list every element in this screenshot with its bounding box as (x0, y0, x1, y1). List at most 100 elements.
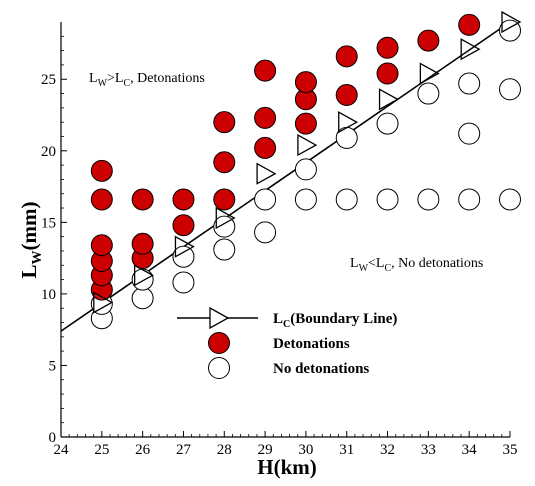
legend-detonations-label: Detonations (273, 336, 350, 352)
detonation-point (213, 111, 236, 134)
boundary-marker (338, 111, 359, 134)
legend: LC(Boundary Line) Detonations No detonat… (177, 306, 397, 379)
annotation-lower-sub: W (359, 263, 369, 274)
annotation-upper-main: L (89, 71, 98, 86)
no-detonation-point (294, 188, 317, 211)
x-tick-label: 25 (94, 442, 109, 458)
no-detonation-point (499, 78, 521, 101)
annotation-upper-sub2: C (123, 78, 130, 89)
legend-item-boundary-line: LC(Boundary Line) (177, 306, 397, 330)
no-detonation-point (417, 188, 440, 211)
x-tick-label: 30 (298, 442, 313, 458)
boundary-marker (215, 206, 236, 230)
boundary-line (60, 21, 511, 332)
y-axis-title: LW(mm) (17, 202, 45, 279)
legend-filled-circle-marker (208, 332, 230, 354)
boundary-marker (297, 133, 318, 157)
detonation-point (254, 106, 277, 129)
no-detonation-point (294, 158, 317, 181)
y-tick-label: 0 (49, 430, 57, 446)
annotation-lower-tail: , No detonations (391, 256, 483, 271)
detonation-point (376, 62, 399, 85)
boundary-marker (460, 38, 481, 61)
annotation-lower: LW<LC, No detonations (350, 256, 483, 274)
x-tick-label: 32 (380, 442, 395, 458)
detonation-point (294, 71, 317, 94)
x-axis-title-text: H(km) (257, 455, 317, 479)
annotation-upper-sub: W (98, 78, 108, 89)
y-tick-label: 5 (49, 358, 57, 374)
boundary-marker (93, 291, 114, 314)
detonation-point (335, 83, 358, 106)
detonation-point (335, 45, 358, 68)
no-detonation-point (458, 188, 481, 211)
y-axis-title-unit: (mm) (17, 202, 41, 251)
detonation-point (90, 234, 113, 257)
detonation-point (254, 59, 277, 82)
boundary-marker (501, 10, 522, 34)
detonation-point (172, 214, 195, 237)
legend-no-detonations-label: No detonations (273, 361, 369, 377)
annotation-lower-main: L (350, 256, 359, 271)
no-detonation-point (499, 188, 521, 211)
no-detonation-point (376, 188, 399, 211)
axes: 24 25 26 27 28 29 30 31 32 33 34 35 0 5 10 15 20 25 (41, 22, 518, 458)
detonation-point (131, 188, 154, 211)
x-tick-label: 34 (462, 442, 478, 458)
svg-text:LW>LC, Detonations: LW>LC, Detonations (89, 71, 205, 89)
detonation-point (213, 188, 236, 211)
no-detonation-point (254, 221, 277, 244)
svg-text:LW(mm): LW(mm) (17, 202, 45, 279)
x-tick-label: 35 (503, 442, 518, 458)
no-detonation-point (376, 112, 399, 135)
detonation-point (294, 112, 317, 135)
y-axis-title-sub: W (30, 250, 45, 264)
boundary-marker (174, 235, 195, 258)
legend-boundary-sub: C (283, 319, 290, 330)
boundary-marker (419, 62, 440, 85)
no-detonation-point (458, 72, 481, 95)
detonation-point (172, 188, 195, 211)
y-tick-label: 20 (41, 144, 56, 160)
legend-open-circle-marker (208, 357, 230, 379)
annotation-lower-mid: <L (368, 256, 384, 271)
y-tick-label: 25 (41, 72, 56, 88)
annotation-upper: LW>LC, Detonations (89, 71, 205, 89)
detonation-point (376, 36, 399, 59)
legend-boundary-main: L (273, 311, 283, 327)
x-tick-label: 29 (258, 442, 273, 458)
legend-item-detonations: Detonations (208, 332, 350, 354)
detonation-point (90, 159, 113, 182)
x-axis-title: H(km) (257, 455, 317, 479)
no-detonation-point (458, 122, 481, 145)
annotation-lower-sub2: C (384, 263, 391, 274)
detonation-point (254, 136, 277, 159)
legend-boundary-tail: (Boundary Line) (290, 311, 397, 327)
no-detonation-point (131, 287, 154, 310)
detonation-point (90, 188, 113, 211)
detonation-point (458, 13, 481, 36)
plot-area (60, 10, 522, 332)
detonation-point (213, 151, 236, 174)
no-detonation-point (417, 82, 440, 105)
x-tick-label: 24 (54, 442, 70, 458)
no-detonation-point (172, 271, 195, 294)
x-tick-label: 28 (217, 442, 232, 458)
svg-text:LC(Boundary Line): LC(Boundary Line) (273, 311, 397, 330)
no-detonation-point (213, 238, 236, 261)
y-axis-title-main: L (17, 264, 41, 278)
x-tick-label: 27 (176, 442, 192, 458)
svg-text:LW<LC, No detonations: LW<LC, No detonations (350, 256, 483, 274)
boundary-marker (378, 88, 399, 111)
detonation-point (131, 232, 154, 255)
legend-triangle-marker (209, 306, 230, 330)
annotation-upper-tail: , Detonations (130, 71, 205, 86)
y-tick-label: 15 (41, 215, 56, 231)
y-tick-label: 10 (41, 287, 56, 303)
annotation-upper-mid: >L (107, 71, 123, 86)
detonation-point (417, 29, 440, 52)
no-detonation-point (254, 188, 277, 211)
no-detonation-point (335, 188, 358, 211)
x-tick-label: 26 (135, 442, 151, 458)
